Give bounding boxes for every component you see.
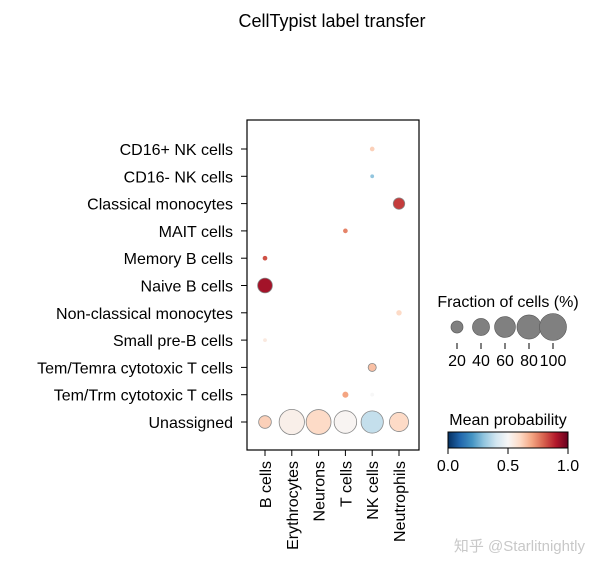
x-tick-label-neurons: Neurons [312, 461, 329, 521]
y-axis: CD16+ NK cells CD16- NK cells Classical mo… [37, 142, 247, 432]
plot-frame [246, 119, 420, 451]
dot-small-pre-b-cells-b-cells [263, 338, 267, 343]
size-legend-dot-60 [494, 316, 516, 338]
dots [257, 146, 409, 436]
size-legend-dot-40 [472, 318, 490, 336]
size-legend-label-40: 40 [472, 353, 490, 370]
y-tick-label-naive-b-cells: Naive B cells [141, 279, 233, 296]
y-tick-label-small-pre-b-cells: Small pre-B cells [113, 333, 233, 350]
dot-memory-b-cells-b-cells [262, 255, 268, 261]
dot-unassigned-nk-cells [360, 410, 384, 434]
color-legend-title: Mean probability [449, 412, 566, 429]
dot-unassigned-erythrocytes [278, 408, 305, 436]
dot-unassigned-neutrophils [389, 412, 409, 432]
colorbar [447, 431, 569, 449]
dot-tem-trm-cytotoxic-t-cells-t-cells [342, 391, 349, 398]
dot-mait-cells-t-cells [343, 228, 348, 234]
dot-unassigned-t-cells [333, 410, 358, 434]
colorbar-label-2: 1.0 [557, 458, 579, 475]
dot-unassigned-b-cells [258, 415, 272, 429]
size-legend-title: Fraction of cells (%) [437, 294, 578, 311]
x-tick-label-neutrophils: Neutrophils [392, 461, 409, 542]
y-tick-label-classical-monocytes: Classical monocytes [87, 197, 233, 214]
y-tick-label-mait-cells: MAIT cells [159, 224, 233, 241]
size-legend-dot-100 [539, 313, 567, 341]
chart-title: CellTypist label transfer [238, 11, 425, 31]
y-tick-label-unassigned: Unassigned [149, 415, 234, 432]
size-legend-label-100: 100 [540, 353, 567, 370]
y-tick-label-non-classical-monocytes: Non-classical monocytes [56, 306, 233, 323]
x-tick-label-erythrocytes: Erythrocytes [285, 461, 302, 550]
size-legend-label-80: 80 [520, 353, 538, 370]
dot-tem-temra-cytotoxic-t-cells-nk-cells [367, 362, 377, 372]
y-tick-label-tem-trm-cytotoxic-t-cells: Tem/Trm cytotoxic T cells [54, 388, 233, 405]
y-tick-label-memory-b-cells: Memory B cells [124, 251, 233, 268]
dot-unassigned-neurons [305, 409, 332, 435]
dot-tem-trm-cytotoxic-t-cells-nk-cells [370, 392, 375, 397]
y-tick-label-cd16-nk-cells: CD16+ NK cells [120, 142, 233, 159]
colorbar-ticks: 0.0 0.5 1.0 [437, 448, 579, 475]
dot-non-classical-monocytes-neutrophils [396, 310, 402, 316]
x-tick-label-b-cells: B cells [258, 461, 275, 508]
colorbar-label-1: 0.5 [497, 458, 519, 475]
size-legend-label-20: 20 [448, 353, 466, 370]
watermark: 知乎 @Starlitnightly [454, 538, 586, 555]
dot-cd16-nk-cells-nk-cells [369, 146, 375, 152]
x-axis: B cells Erythrocytes Neurons T cells NK cell… [258, 450, 409, 550]
x-tick-label-nk-cells: NK cells [365, 461, 382, 520]
dot-cd16-nk-cells-nk-cells [370, 174, 375, 179]
dot-naive-b-cells-b-cells [257, 277, 273, 294]
size-legend: 20 40 60 80 100 [448, 313, 567, 370]
x-tick-label-t-cells: T cells [338, 461, 355, 507]
colorbar-label-0: 0.0 [437, 458, 459, 475]
dot-classical-monocytes-neutrophils [392, 197, 406, 210]
y-tick-label-cd16-nk-cells: CD16- NK cells [124, 169, 233, 186]
y-tick-label-tem-temra-cytotoxic-t-cells: Tem/Temra cytotoxic T cells [37, 360, 233, 377]
size-legend-label-60: 60 [496, 353, 514, 370]
size-legend-dot-20 [450, 320, 464, 334]
size-legend-dot-80 [516, 314, 542, 340]
